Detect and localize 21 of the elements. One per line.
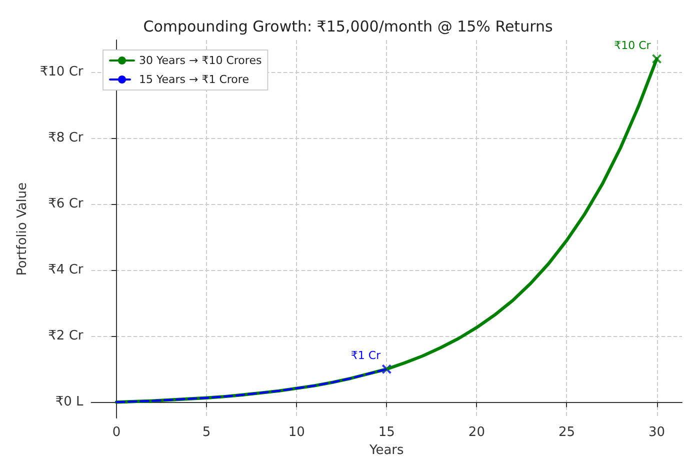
x-tick-label: 15 [378, 425, 395, 440]
x-tick-label: 5 [202, 425, 211, 440]
x-tick-label: 0 [112, 425, 121, 440]
legend-label: 30 Years → ₹10 Crores [139, 54, 262, 67]
x-axis-title: Years [368, 443, 404, 458]
line-series [115, 368, 388, 404]
x-tick-label: 20 [468, 425, 485, 440]
x-tick-label: 25 [558, 425, 576, 440]
chart-title: Compounding Growth: ₹15,000/month @ 15% Returns [143, 18, 553, 36]
x-tick-label: 10 [288, 425, 305, 440]
y-tick-label: ₹0 L [55, 394, 84, 410]
annotation: ₹10 Cr [614, 38, 652, 52]
y-tick-label: ₹6 Cr [48, 196, 84, 212]
legend-label: 15 Years → ₹1 Crore [139, 73, 250, 86]
x-tick-label: 30 [648, 425, 666, 440]
annotation: ₹1 Cr [350, 349, 382, 362]
y-tick-label: ₹4 Cr [48, 262, 84, 278]
y-tick-label: ₹2 Cr [48, 328, 84, 344]
y-tick-label: ₹8 Cr [48, 130, 84, 146]
y-axis-title: Portfolio Value [15, 182, 30, 276]
y-tick-label: ₹10 Cr [40, 64, 84, 80]
